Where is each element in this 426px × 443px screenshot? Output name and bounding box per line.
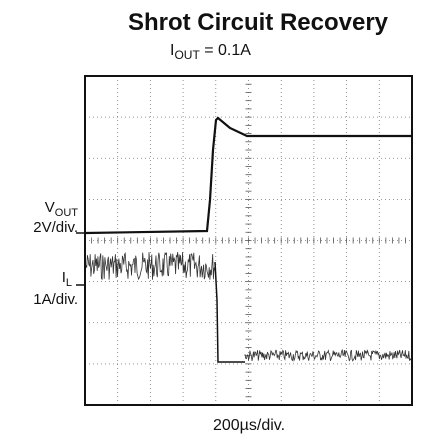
plot-frame	[84, 75, 413, 406]
il-scale: 1A/div.	[33, 291, 78, 308]
il-subscript: L	[66, 277, 72, 289]
vout-trace	[85, 116, 411, 235]
il-step	[214, 261, 245, 363]
vout-label: VOUT	[45, 199, 79, 219]
grid	[84, 75, 413, 406]
il-symbol: I	[62, 269, 66, 286]
subtitle-rest: = 0.1A	[200, 42, 251, 59]
vout-symbol: V	[45, 199, 55, 216]
vout-subscript: OUT	[55, 207, 79, 219]
time-scale: 200µs/div.	[213, 417, 285, 434]
subtitle-symbol: I	[170, 42, 174, 59]
il-trace	[85, 251, 412, 362]
subtitle: IOUT = 0.1A	[170, 42, 251, 62]
il-label: IL	[62, 269, 72, 289]
vout-scale: 2V/div.	[33, 219, 78, 236]
subtitle-subscript: OUT	[174, 48, 200, 62]
title: Shrot Circuit Recovery	[128, 9, 389, 36]
